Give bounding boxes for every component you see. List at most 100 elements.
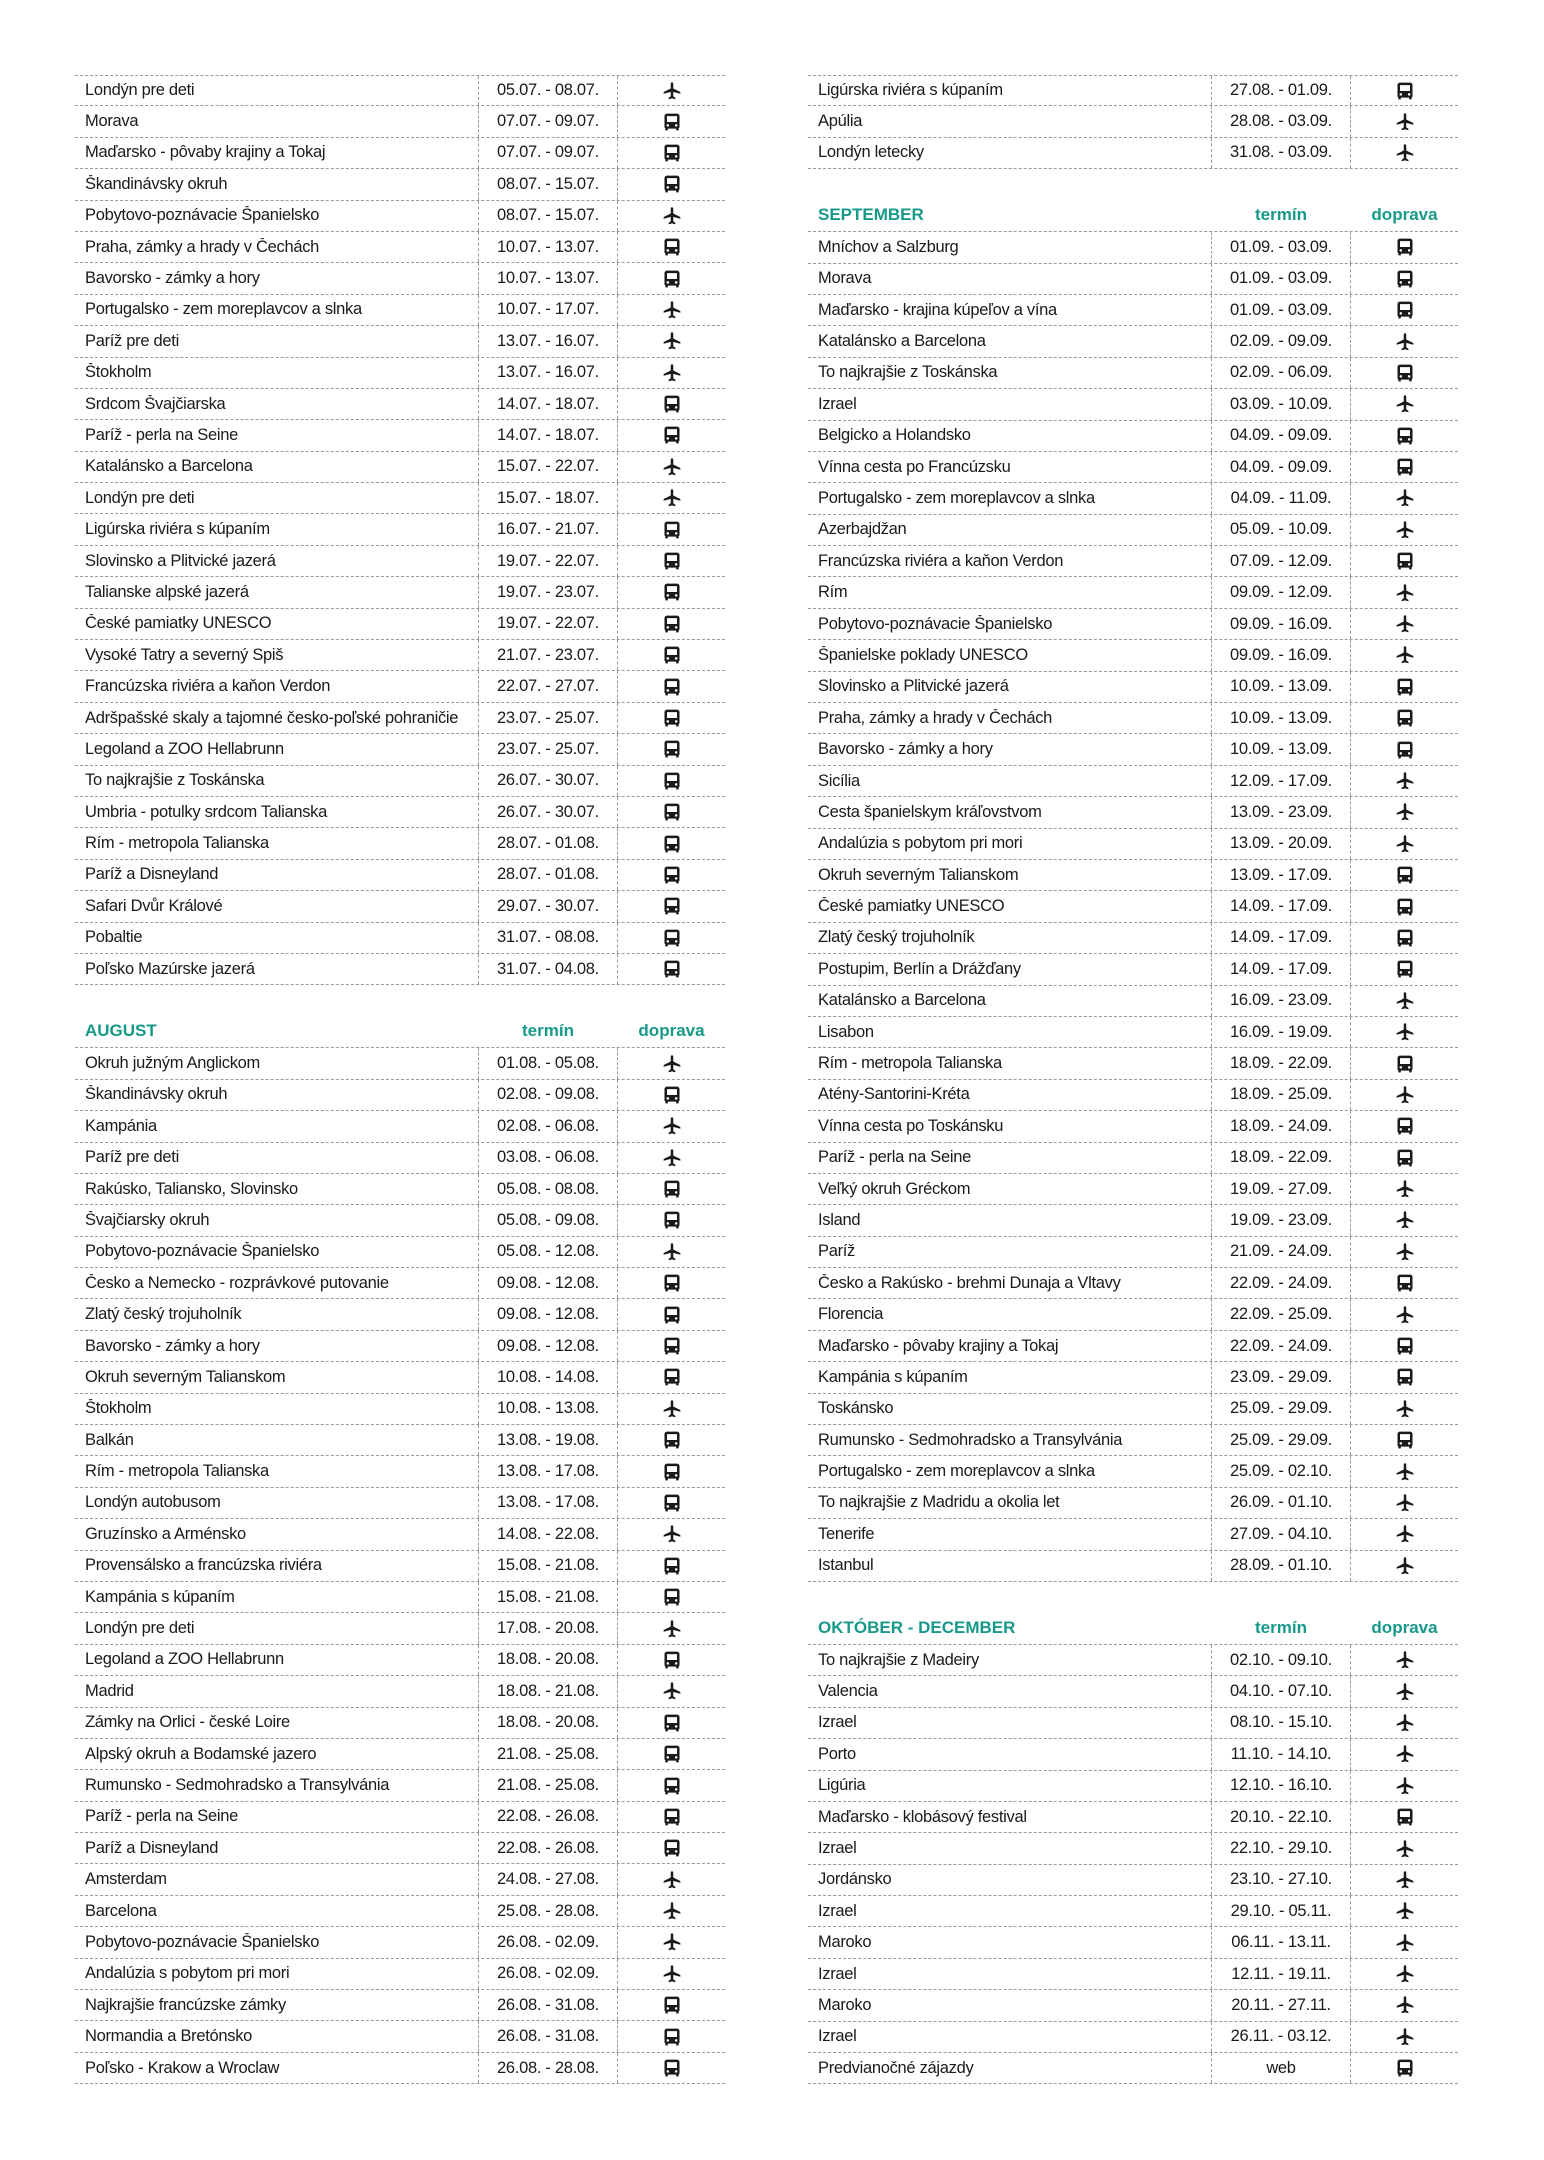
table-row[interactable]: Istanbul 28.09. - 01.10. bbox=[808, 1550, 1458, 1582]
table-row[interactable]: Rím - metropola Talianska 18.09. - 22.09. bbox=[808, 1048, 1458, 1080]
table-row[interactable]: Londýn pre deti 17.08. - 20.08. bbox=[75, 1613, 725, 1645]
table-row[interactable]: Poľsko Mazúrske jazerá 31.07. - 04.08. bbox=[75, 953, 725, 986]
table-row[interactable]: Paríž pre deti 13.07. - 16.07. bbox=[75, 326, 725, 358]
table-row[interactable]: Kampánia 02.08. - 06.08. bbox=[75, 1111, 725, 1143]
table-row[interactable]: To najkrajšie z Toskánska 26.07. - 30.07. bbox=[75, 765, 725, 797]
table-row[interactable]: Škandinávsky okruh 02.08. - 09.08. bbox=[75, 1079, 725, 1112]
table-row[interactable]: Izrael 26.11. - 03.12. bbox=[808, 2021, 1458, 2054]
table-row[interactable]: Rumunsko - Sedmohradsko a Transylvánia 21… bbox=[75, 1770, 725, 1802]
table-row[interactable]: Slovinsko a Plitvické jazerá 19.07. - 22.… bbox=[75, 545, 725, 578]
table-row[interactable]: České pamiatky UNESCO 14.09. - 17.09. bbox=[808, 891, 1458, 923]
table-row[interactable]: Izrael 03.09. - 10.09. bbox=[808, 389, 1458, 421]
table-row[interactable]: Paríž - perla na Seine 14.07. - 18.07. bbox=[75, 420, 725, 452]
table-row[interactable]: Amsterdam 24.08. - 27.08. bbox=[75, 1864, 725, 1896]
table-row[interactable]: Bavorsko - zámky a hory 10.09. - 13.09. bbox=[808, 734, 1458, 766]
table-row[interactable]: Balkán 13.08. - 19.08. bbox=[75, 1425, 725, 1457]
table-row[interactable]: Maroko 06.11. - 13.11. bbox=[808, 1927, 1458, 1959]
table-row[interactable]: Bavorsko - zámky a hory 10.07. - 13.07. bbox=[75, 263, 725, 295]
table-row[interactable]: Pobaltie 31.07. - 08.08. bbox=[75, 922, 725, 954]
table-row[interactable]: Izrael 12.11. - 19.11. bbox=[808, 1958, 1458, 1991]
table-row[interactable]: Pobytovo-poznávacie Španielsko 08.07. - 1… bbox=[75, 200, 725, 232]
table-row[interactable]: Česko a Rakúsko - brehmi Dunaja a Vltavy… bbox=[808, 1268, 1458, 1300]
table-row[interactable]: Londýn pre deti 05.07. - 08.07. bbox=[75, 75, 725, 107]
table-row[interactable]: Alpský okruh a Bodamské jazero 21.08. - 2… bbox=[75, 1738, 725, 1771]
table-row[interactable]: Ligúrska riviéra s kúpaním 27.08. - 01.09… bbox=[808, 75, 1458, 107]
table-row[interactable]: Škandinávsky okruh 08.07. - 15.07. bbox=[75, 169, 725, 201]
table-row[interactable]: Švajčiarsky okruh 05.08. - 09.08. bbox=[75, 1205, 725, 1237]
table-row[interactable]: Najkrajšie francúzske zámky 26.08. - 31.0… bbox=[75, 1990, 725, 2022]
table-row[interactable]: Umbria - potulky srdcom Talianska 26.07. … bbox=[75, 796, 725, 829]
table-row[interactable]: Pobytovo-poznávacie Španielsko 26.08. - 0… bbox=[75, 1927, 725, 1959]
table-row[interactable]: Praha, zámky a hrady v Čechách 10.07. - 1… bbox=[75, 231, 725, 264]
table-row[interactable]: Portugalsko - zem moreplavcov a slnka 10.… bbox=[75, 294, 725, 327]
table-row[interactable]: Predvianočné zájazdy web bbox=[808, 2053, 1458, 2085]
table-row[interactable]: Apúlia 28.08. - 03.09. bbox=[808, 106, 1458, 138]
table-row[interactable]: Paríž pre deti 03.08. - 06.08. bbox=[75, 1142, 725, 1174]
table-row[interactable]: Rumunsko - Sedmohradsko a Transylvánia 25… bbox=[808, 1425, 1458, 1457]
table-row[interactable]: Valencia 04.10. - 07.10. bbox=[808, 1676, 1458, 1708]
table-row[interactable]: Portugalsko - zem moreplavcov a slnka 25.… bbox=[808, 1456, 1458, 1488]
table-row[interactable]: Maroko 20.11. - 27.11. bbox=[808, 1990, 1458, 2022]
table-row[interactable]: Legoland a ZOO Hellabrunn 18.08. - 20.08. bbox=[75, 1644, 725, 1677]
table-row[interactable]: Zlatý český trojuholník 14.09. - 17.09. bbox=[808, 922, 1458, 955]
table-row[interactable]: Sicília 12.09. - 17.09. bbox=[808, 765, 1458, 798]
table-row[interactable]: Slovinsko a Plitvické jazerá 10.09. - 13.… bbox=[808, 671, 1458, 704]
table-row[interactable]: Okruh severným Talianskom 13.09. - 17.09. bbox=[808, 859, 1458, 892]
table-row[interactable]: Paríž 21.09. - 24.09. bbox=[808, 1236, 1458, 1269]
table-row[interactable]: Safari Dvůr Králové 29.07. - 30.07. bbox=[75, 891, 725, 923]
table-row[interactable]: Provensálsko a francúzska riviéra 15.08. … bbox=[75, 1550, 725, 1582]
table-row[interactable]: Rím - metropola Talianska 13.08. - 17.08. bbox=[75, 1456, 725, 1488]
table-row[interactable]: Kampánia s kúpaním 23.09. - 29.09. bbox=[808, 1362, 1458, 1394]
table-row[interactable]: Andalúzia s pobytom pri mori 26.08. - 02.… bbox=[75, 1958, 725, 1991]
table-row[interactable]: Vínna cesta po Francúzsku 04.09. - 09.09. bbox=[808, 451, 1458, 484]
table-row[interactable]: Paríž a Disneyland 22.08. - 26.08. bbox=[75, 1833, 725, 1865]
table-row[interactable]: Andalúzia s pobytom pri mori 13.09. - 20.… bbox=[808, 828, 1458, 860]
table-row[interactable]: Pobytovo-poznávacie Španielsko 09.09. - 1… bbox=[808, 608, 1458, 641]
table-row[interactable]: Gruzínsko a Arménsko 14.08. - 22.08. bbox=[75, 1519, 725, 1551]
table-row[interactable]: Porto 11.10. - 14.10. bbox=[808, 1739, 1458, 1771]
table-row[interactable]: Londýn letecky 31.08. - 03.09. bbox=[808, 137, 1458, 170]
table-row[interactable]: Praha, zámky a hrady v Čechách 10.09. - 1… bbox=[808, 703, 1458, 735]
table-row[interactable]: Izrael 08.10. - 15.10. bbox=[808, 1707, 1458, 1740]
table-row[interactable]: Ligúria 12.10. - 16.10. bbox=[808, 1770, 1458, 1802]
table-row[interactable]: Bavorsko - zámky a hory 09.08. - 12.08. bbox=[75, 1330, 725, 1363]
table-row[interactable]: Francúzska riviéra a kaňon Verdon 22.07. … bbox=[75, 671, 725, 703]
table-row[interactable]: Srdcom Švajčiarska 14.07. - 18.07. bbox=[75, 388, 725, 421]
table-row[interactable]: České pamiatky UNESCO 19.07. - 22.07. bbox=[75, 608, 725, 641]
table-row[interactable]: Zlatý český trojuholník 09.08. - 12.08. bbox=[75, 1299, 725, 1331]
table-row[interactable]: Česko a Nemecko - rozprávkové putovanie 0… bbox=[75, 1268, 725, 1300]
table-row[interactable]: Španielske poklady UNESCO 09.09. - 16.09. bbox=[808, 640, 1458, 672]
table-row[interactable]: Izrael 22.10. - 29.10. bbox=[808, 1833, 1458, 1865]
table-row[interactable]: Francúzska riviéra a kaňon Verdon 07.09. … bbox=[808, 546, 1458, 578]
table-row[interactable]: Adršpašské skaly a tajomné česko-poľské … bbox=[75, 702, 725, 735]
table-row[interactable]: Rím 09.09. - 12.09. bbox=[808, 577, 1458, 609]
table-row[interactable]: Rakúsko, Taliansko, Slovinsko 05.08. - 08… bbox=[75, 1173, 725, 1206]
table-row[interactable]: Ligúrska riviéra s kúpaním 16.07. - 21.07… bbox=[75, 514, 725, 546]
table-row[interactable]: Londýn autobusom 13.08. - 17.08. bbox=[75, 1487, 725, 1520]
table-row[interactable]: Katalánsko a Barcelona 15.07. - 22.07. bbox=[75, 451, 725, 484]
table-row[interactable]: Vínna cesta po Toskánsku 18.09. - 24.09. bbox=[808, 1111, 1458, 1143]
table-row[interactable]: Azerbajdžan 05.09. - 10.09. bbox=[808, 514, 1458, 547]
table-row[interactable]: Tenerife 27.09. - 04.10. bbox=[808, 1519, 1458, 1551]
table-row[interactable]: Portugalsko - zem moreplavcov a slnka 04.… bbox=[808, 483, 1458, 515]
table-row[interactable]: Paríž a Disneyland 28.07. - 01.08. bbox=[75, 859, 725, 892]
table-row[interactable]: Katalánsko a Barcelona 16.09. - 23.09. bbox=[808, 985, 1458, 1017]
table-row[interactable]: Štokholm 13.07. - 16.07. bbox=[75, 357, 725, 389]
table-row[interactable]: Paríž - perla na Seine 22.08. - 26.08. bbox=[75, 1801, 725, 1834]
table-row[interactable]: Izrael 29.10. - 05.11. bbox=[808, 1896, 1458, 1928]
table-row[interactable]: Paríž - perla na Seine 18.09. - 22.09. bbox=[808, 1142, 1458, 1174]
table-row[interactable]: Londýn pre deti 15.07. - 18.07. bbox=[75, 483, 725, 515]
table-row[interactable]: Morava 07.07. - 09.07. bbox=[75, 106, 725, 138]
table-row[interactable]: Florencia 22.09. - 25.09. bbox=[808, 1299, 1458, 1331]
table-row[interactable]: Morava 01.09. - 03.09. bbox=[808, 263, 1458, 295]
table-row[interactable]: Okruh južným Anglickom 01.08. - 05.08. bbox=[75, 1048, 725, 1080]
table-row[interactable]: Maďarsko - pôvaby krajiny a Tokaj 07.07. … bbox=[75, 137, 725, 170]
table-row[interactable]: Belgicko a Holandsko 04.09. - 09.09. bbox=[808, 420, 1458, 452]
table-row[interactable]: Štokholm 10.08. - 13.08. bbox=[75, 1393, 725, 1426]
table-row[interactable]: Maďarsko - krajina kúpeľov a vína 01.09. … bbox=[808, 294, 1458, 327]
table-row[interactable]: Jordánsko 23.10. - 27.10. bbox=[808, 1864, 1458, 1897]
table-row[interactable]: Atény-Santorini-Kréta 18.09. - 25.09. bbox=[808, 1079, 1458, 1112]
table-row[interactable]: Rím - metropola Talianska 28.07. - 01.08. bbox=[75, 828, 725, 860]
table-row[interactable]: Lisabon 16.09. - 19.09. bbox=[808, 1016, 1458, 1049]
table-row[interactable]: Katalánsko a Barcelona 02.09. - 09.09. bbox=[808, 326, 1458, 358]
